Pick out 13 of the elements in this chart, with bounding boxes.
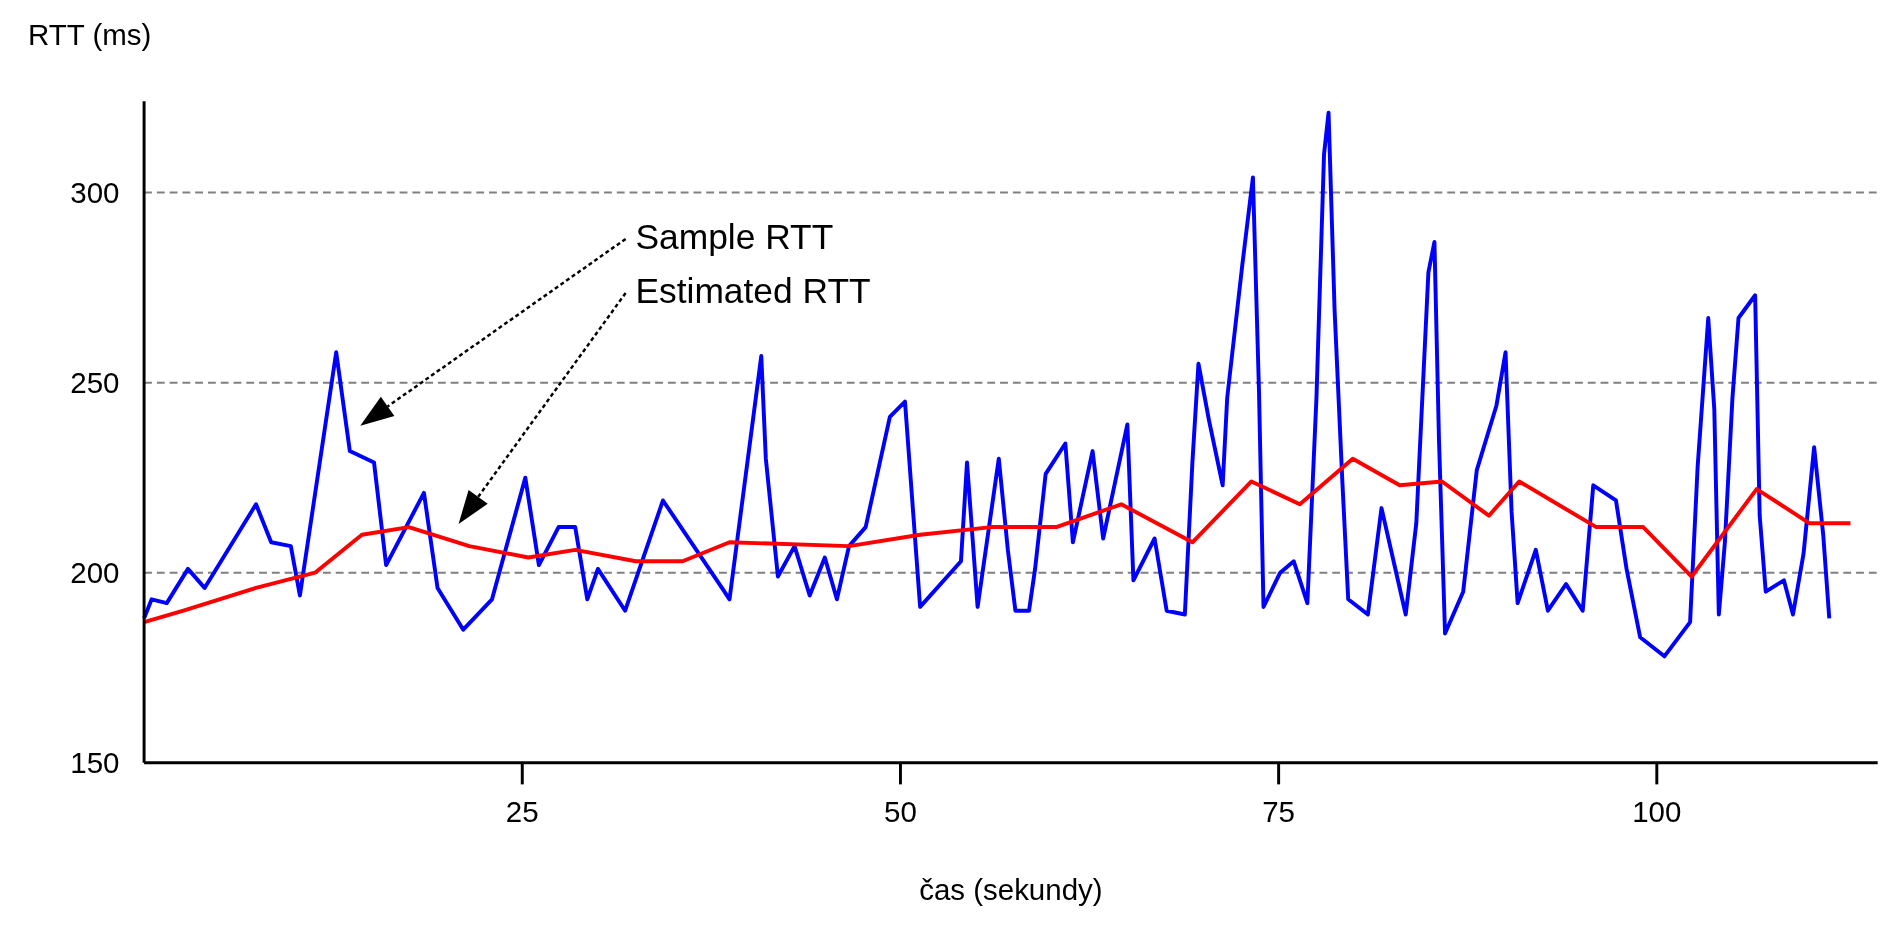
x-tick-label: 100 [1632,794,1682,828]
annotation: Sample RTT [635,216,834,256]
x-tick-label: 25 [505,794,539,828]
x-axis-title: čas (sekundy) [919,873,1103,907]
x-tick-label: 50 [884,794,917,828]
y-tick-label: 150 [70,746,120,780]
x-tick-label: 75 [1262,794,1296,828]
y-tick-label: 250 [70,365,120,399]
y-tick-label: 300 [70,175,120,209]
line-series [142,110,1832,659]
annotation: Estimated RTT [635,270,871,310]
y-axis-title: RTT (ms) [28,18,152,52]
y-tick-label: 200 [70,556,120,590]
